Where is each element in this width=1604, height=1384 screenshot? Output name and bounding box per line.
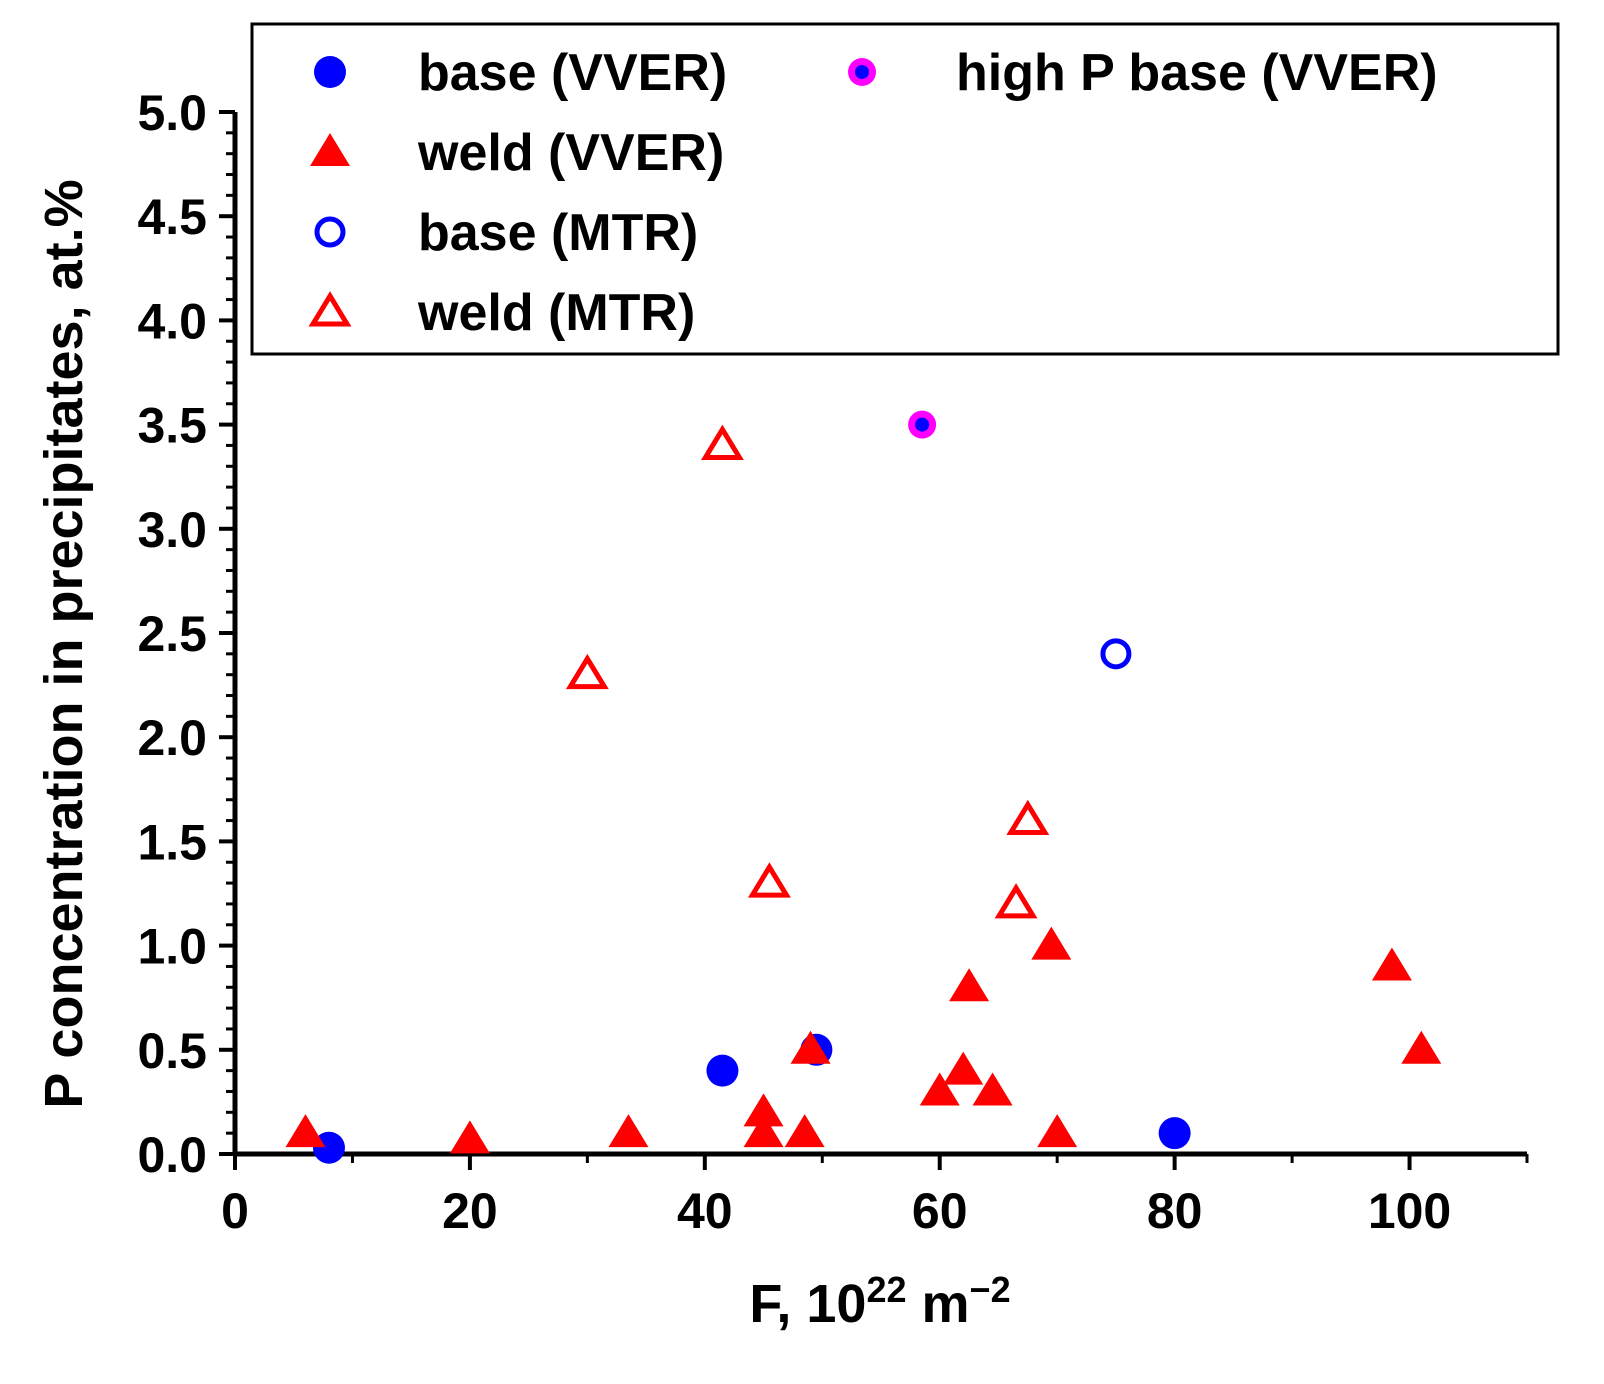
y-tick-label: 0.5	[137, 1023, 207, 1079]
legend-label-base-mtr: base (MTR)	[418, 204, 698, 262]
x-tick-label: 0	[221, 1183, 249, 1239]
point-weld-mtr	[1006, 799, 1050, 836]
point-weld-vver	[1371, 947, 1412, 981]
y-tick-label: 4.0	[137, 293, 207, 349]
tick-labels: 0 20 40 60 80 100 0.0 0.5 1.0 1.5 2.0 2.5 3.0 3.5 4.0 4…	[137, 85, 1451, 1239]
legend-box	[250, 22, 1560, 356]
y-axis-title: P concentration in precipitates, at.%	[34, 179, 94, 1108]
y-tick-label: 1.5	[137, 814, 207, 870]
y-tick-label: 3.5	[137, 398, 207, 454]
legend-marker-high-p-base-vver	[848, 58, 876, 86]
y-tick-label: 1.0	[137, 919, 207, 975]
point-weld-vver	[608, 1114, 649, 1148]
point-base-vver	[1158, 1117, 1191, 1150]
point-weld-vver	[743, 1093, 784, 1127]
x-tick-label: 80	[1147, 1183, 1203, 1239]
point-weld-vver	[1037, 1114, 1078, 1148]
point-weld-vver	[972, 1072, 1013, 1106]
legend-marker-high-p-base-vver-dot	[855, 65, 869, 79]
data-points	[285, 410, 1442, 1164]
legend-marker-base-vver	[314, 56, 346, 88]
x-tick-label: 60	[912, 1183, 968, 1239]
point-high-p-base-vver	[908, 410, 937, 439]
legend-items: base (VVER) weld (VVER) base (MTR) weld (MT…	[308, 44, 1438, 342]
y-tick-label: 5.0	[137, 85, 207, 141]
point-weld-vver	[449, 1120, 490, 1154]
x-tick-label: 100	[1368, 1183, 1451, 1239]
point-weld-mtr	[565, 653, 609, 690]
legend-label-high-p-base-vver: high P base (VVER)	[956, 44, 1438, 102]
y-tick-label: 4.5	[137, 189, 207, 245]
point-weld-vver	[790, 1030, 831, 1064]
point-weld-vver	[285, 1114, 326, 1148]
point-weld-vver	[743, 1114, 784, 1148]
point-weld-vver	[1401, 1030, 1442, 1064]
x-tick-label: 40	[677, 1183, 733, 1239]
y-tick-label: 3.0	[137, 502, 207, 558]
legend-marker-base-mtr	[314, 216, 346, 248]
legend-label-weld-vver: weld (VVER)	[417, 124, 724, 182]
point-weld-mtr	[747, 862, 791, 898]
point-weld-vver	[943, 1051, 984, 1085]
point-base-mtr	[1100, 638, 1132, 670]
x-axis-title: F, 1022 m−2	[749, 1269, 1010, 1334]
legend-label-weld-mtr: weld (MTR)	[417, 284, 695, 342]
point-high-p-base-vver-dot	[915, 417, 930, 432]
y-tick-label: 2.5	[137, 606, 207, 662]
ticks	[219, 110, 1529, 1170]
y-tick-label: 2.0	[137, 710, 207, 766]
legend-marker-weld-mtr	[308, 291, 352, 327]
y-tick-label: 0.0	[137, 1127, 207, 1183]
legend-marker-weld-vver	[310, 133, 350, 166]
legend: base (VVER) weld (VVER) base (MTR) weld (MT…	[250, 22, 1560, 356]
point-weld-vver	[949, 968, 990, 1002]
point-base-vver	[706, 1054, 739, 1087]
point-weld-vver	[919, 1072, 960, 1106]
point-weld-mtr	[700, 424, 744, 460]
point-weld-vver	[1031, 926, 1072, 960]
legend-label-base-vver: base (VVER)	[418, 44, 727, 102]
point-weld-vver	[784, 1114, 825, 1148]
x-tick-label: 20	[442, 1183, 498, 1239]
point-weld-mtr	[994, 883, 1038, 919]
